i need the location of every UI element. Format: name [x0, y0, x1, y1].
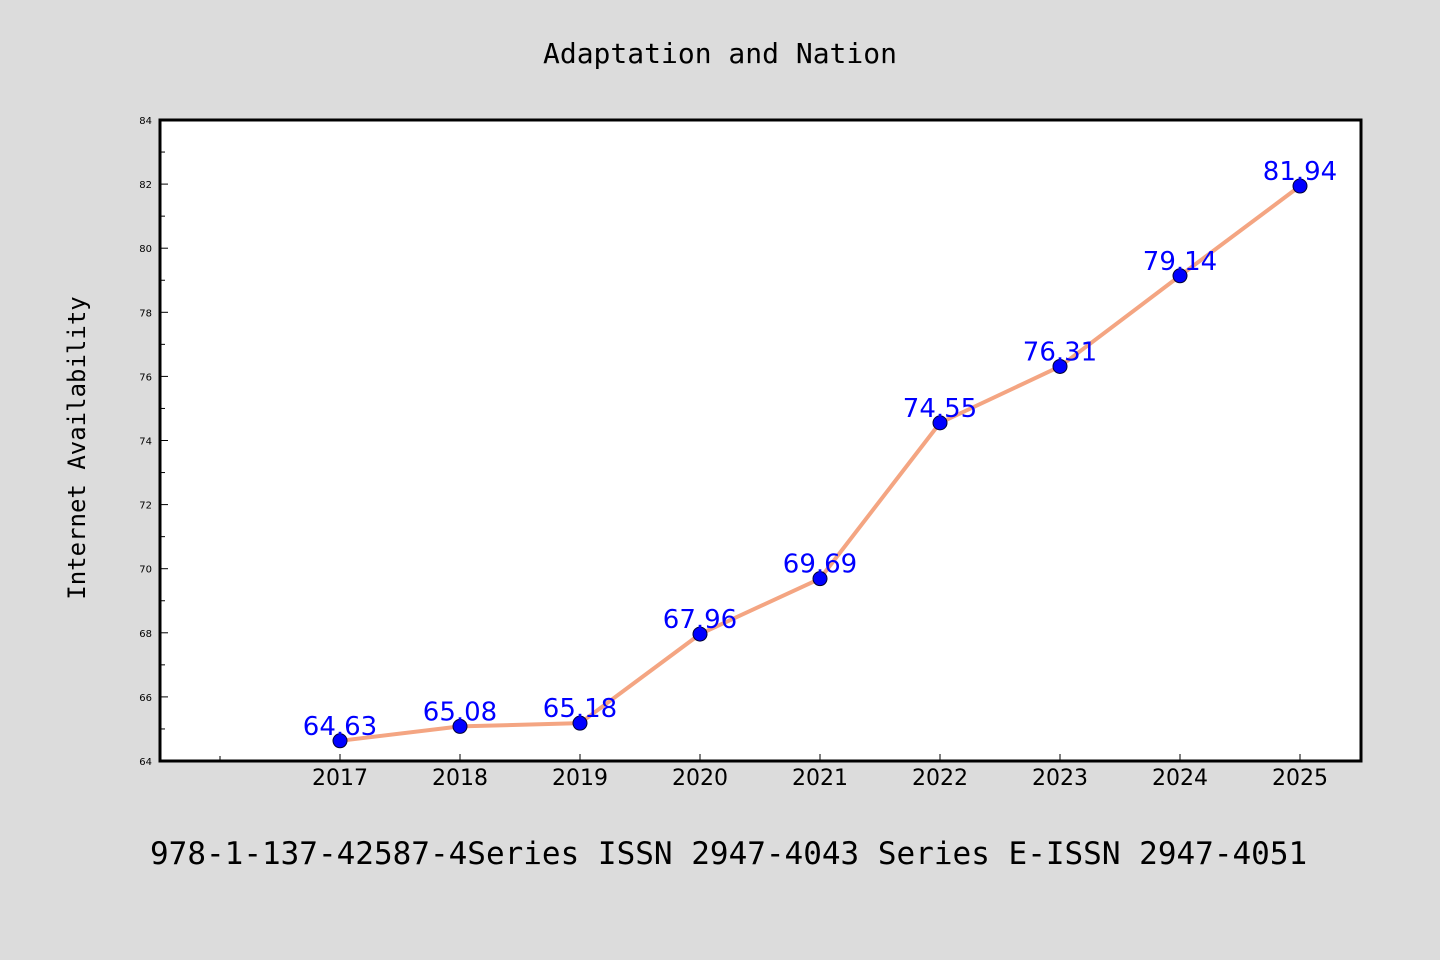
x-tick-label: 2022	[912, 766, 968, 791]
data-label: 76.31	[1023, 337, 1097, 367]
x-tick-label: 2019	[552, 766, 608, 791]
footer-text: 978-1-137-42587-4Series ISSN 2947-4043 S…	[150, 836, 1307, 872]
data-point	[1172, 268, 1188, 284]
data-point	[572, 715, 588, 731]
x-tick-label: 2023	[1032, 766, 1088, 791]
y-tick-label: 78	[139, 308, 152, 319]
data-point	[332, 733, 348, 749]
y-tick-label: 76	[139, 372, 152, 383]
y-tick-label: 72	[139, 501, 152, 512]
y-axis-ticks: 64 66 68 70 72 74 76 78 80 82 84	[139, 116, 168, 768]
y-tick-label: 74	[139, 437, 152, 448]
data-point	[452, 718, 468, 734]
data-label: 64.63	[303, 712, 377, 742]
data-label: 65.18	[543, 694, 617, 724]
data-point	[1292, 178, 1308, 194]
data-label: 69.69	[783, 550, 857, 580]
data-point	[812, 571, 828, 587]
x-tick-label: 2018	[432, 766, 488, 791]
x-tick-label: 2025	[1272, 766, 1328, 791]
x-axis-ticks: 2017 2018 2019 2020 2021 2022 2023 2024 2025	[219, 754, 1328, 791]
x-tick-label: 2024	[1152, 766, 1208, 791]
chart-title: Adaptation and Nation	[543, 37, 897, 70]
y-axis-label: Internet Availability	[63, 296, 91, 599]
x-tick-label: 2020	[672, 766, 728, 791]
y-tick-label: 80	[139, 244, 152, 255]
data-point	[692, 626, 708, 642]
y-tick-label: 66	[139, 693, 152, 704]
data-label: 79.14	[1143, 247, 1217, 277]
y-tick-label: 64	[139, 757, 152, 768]
y-tick-label: 84	[139, 116, 152, 127]
plot-area	[158, 118, 1363, 763]
data-label: 74.55	[903, 394, 977, 424]
x-tick-label: 2021	[792, 766, 848, 791]
series-layer: 64.63 65.08 65.18 67.96 69.69 74.55 76.31 79.14…	[303, 157, 1337, 749]
x-tick-label: 2017	[312, 766, 368, 791]
y-tick-label: 82	[139, 180, 152, 191]
data-label: 65.08	[423, 697, 497, 727]
data-label: 67.96	[663, 605, 737, 635]
data-point	[1052, 358, 1068, 374]
y-tick-label: 70	[139, 565, 152, 576]
data-label: 81.94	[1263, 157, 1337, 187]
data-point	[932, 415, 948, 431]
y-tick-label: 68	[139, 629, 152, 640]
